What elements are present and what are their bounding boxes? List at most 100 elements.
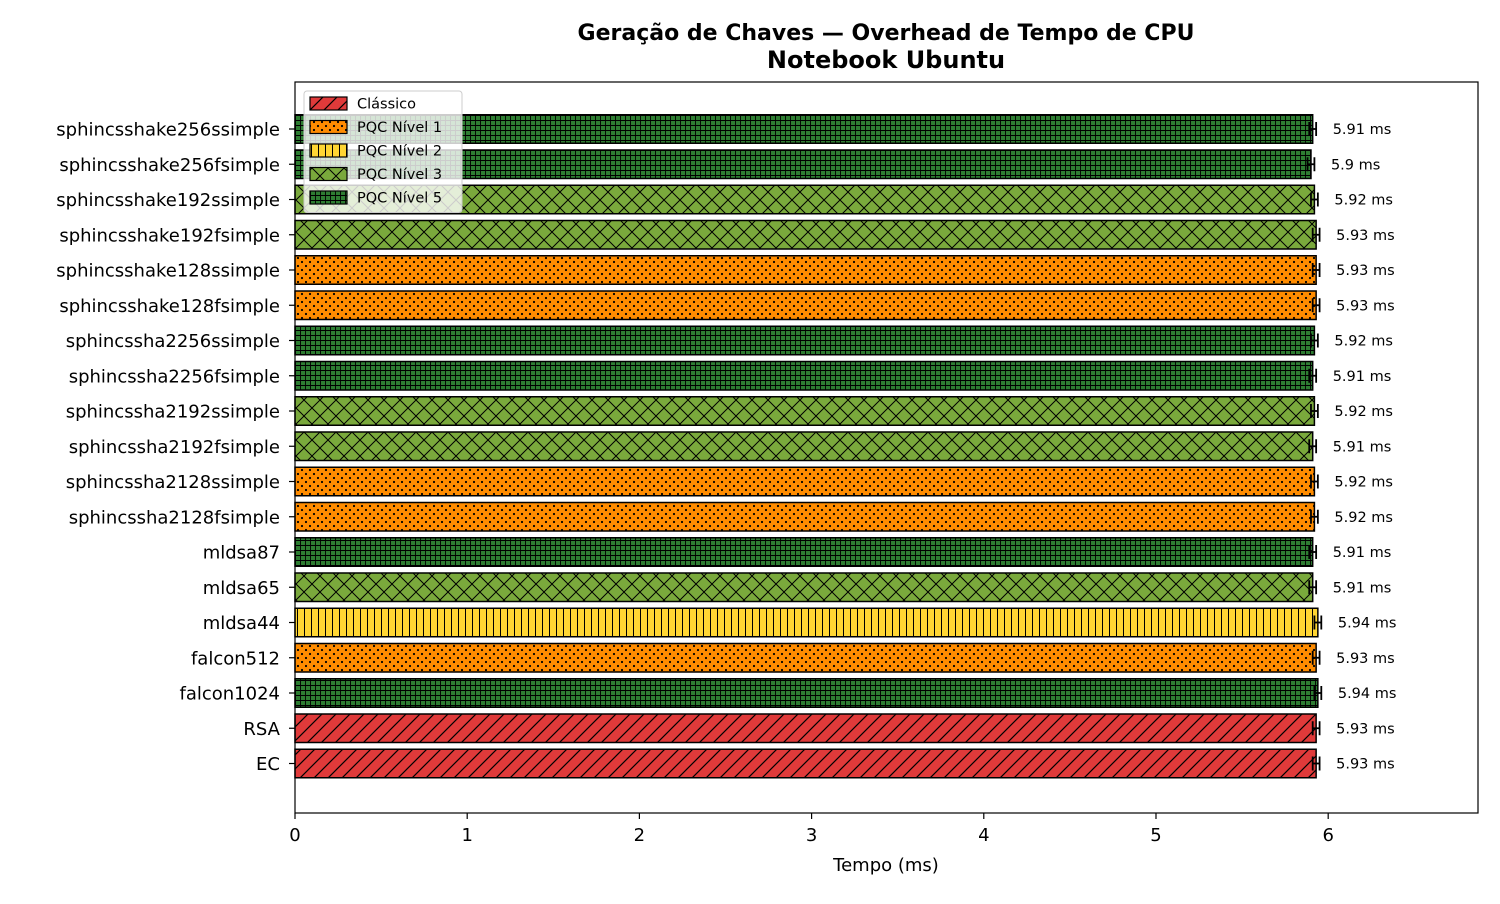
bar [294, 678, 1319, 708]
x-axis-label: Tempo (ms) [832, 855, 939, 876]
category-label: sphincssha2128ssimple [66, 472, 280, 493]
bar-row: 5.91 ms [294, 572, 1392, 603]
value-label: 5.92 ms [1334, 334, 1393, 350]
bar-row: 5.91 ms [294, 431, 1392, 462]
legend-label: Clássico [357, 97, 416, 113]
bars-layer: 5.91 ms 5.9 ms 5.92 ms 5.93 ms 5.93 ms 5.93 m… [294, 114, 1397, 779]
value-label: 5.93 ms [1336, 228, 1395, 244]
value-label: 5.93 ms [1336, 651, 1395, 667]
bar-row: 5.93 ms [294, 748, 1395, 779]
x-tick-label: 3 [806, 825, 817, 846]
category-label: sphincsshake256fsimple [59, 155, 280, 176]
category-label: sphincsshake192ssimple [56, 190, 280, 211]
category-label: sphincsshake192fsimple [59, 225, 280, 246]
bar-row: 5.92 ms [294, 396, 1393, 426]
bar-row: 5.93 ms [294, 290, 1395, 321]
value-label: 5.91 ms [1333, 369, 1392, 385]
value-label: 5.93 ms [1336, 721, 1395, 737]
category-label: mldsa44 [203, 613, 280, 634]
error-bar [1306, 157, 1316, 172]
bar-row: 5.92 ms [294, 184, 1393, 215]
category-label: falcon1024 [180, 684, 281, 705]
legend-item: PQC Nível 3 [309, 166, 442, 183]
bar [294, 431, 1314, 462]
error-bar [1313, 686, 1323, 700]
bar-row: 5.91 ms [294, 537, 1392, 567]
category-label: sphincssha2192fsimple [69, 437, 280, 458]
error-bar [1310, 509, 1319, 524]
x-tick-label: 4 [978, 825, 989, 846]
error-bar [1311, 263, 1321, 277]
error-bar [1310, 404, 1319, 418]
bar [294, 642, 1317, 673]
error-bar [1308, 580, 1318, 595]
error-bar [1311, 298, 1321, 313]
category-label: mldsa87 [203, 543, 280, 564]
value-label: 5.94 ms [1338, 686, 1397, 702]
error-bar [1310, 192, 1319, 207]
error-bar [1311, 227, 1321, 242]
category-label: sphincssha2192ssimple [66, 402, 280, 423]
category-label: EC [256, 754, 280, 775]
error-bar [1311, 650, 1321, 665]
error-bar [1308, 122, 1318, 136]
x-tick-label: 2 [634, 825, 645, 846]
bar [294, 501, 1316, 532]
legend-label: PQC Nível 3 [357, 167, 442, 183]
value-label: 5.91 ms [1333, 545, 1392, 561]
bar-row: 5.94 ms [294, 678, 1397, 708]
legend-swatch [309, 190, 348, 205]
error-bar [1311, 756, 1321, 771]
plot-frame [294, 81, 1479, 814]
legend-label: PQC Nível 1 [357, 120, 442, 136]
bar [294, 537, 1314, 567]
bar [294, 466, 1316, 497]
bar-row: 5.92 ms [294, 466, 1393, 497]
bar [294, 255, 1317, 285]
category-label: RSA [243, 719, 280, 740]
x-tick-label: 6 [1322, 825, 1333, 846]
error-bar [1311, 721, 1321, 736]
bar-row: 5.91 ms [294, 360, 1392, 391]
value-label: 5.93 ms [1336, 298, 1395, 314]
x-tick-label: 1 [461, 825, 472, 846]
legend-swatch [309, 119, 348, 135]
legend-item: PQC Nível 2 [309, 143, 442, 160]
value-label: 5.93 ms [1336, 757, 1395, 773]
axes-layer: sphincsshake256ssimple sphincsshake256fsi… [56, 81, 1479, 846]
value-label: 5.94 ms [1338, 616, 1397, 632]
value-label: 5.92 ms [1334, 475, 1393, 491]
value-label: 5.9 ms [1331, 157, 1380, 173]
bar [294, 219, 1317, 250]
legend-swatch [309, 96, 348, 111]
bar-row: 5.92 ms [294, 501, 1393, 532]
bar-row: 5.93 ms [294, 219, 1395, 250]
legend-item: PQC Nível 5 [309, 190, 442, 207]
value-label: 5.91 ms [1333, 580, 1392, 596]
bar [294, 713, 1317, 744]
category-label: sphincssha2256fsimple [69, 366, 280, 387]
category-label: sphincssha2128fsimple [69, 507, 280, 528]
value-label: 5.91 ms [1333, 122, 1392, 138]
bar-row: 5.93 ms [294, 713, 1395, 744]
bar [294, 396, 1316, 426]
category-label: falcon512 [191, 648, 280, 669]
error-bar [1313, 615, 1323, 630]
bar [294, 607, 1319, 638]
category-label: sphincsshake128ssimple [56, 261, 280, 282]
chart-subtitle: Notebook Ubuntu [767, 46, 1005, 74]
legend-swatch [309, 166, 348, 182]
bar [294, 748, 1317, 779]
value-label: 5.91 ms [1333, 439, 1392, 455]
category-label: mldsa65 [203, 578, 280, 599]
legend-swatch [309, 143, 348, 158]
bar [294, 572, 1314, 603]
value-label: 5.92 ms [1334, 193, 1393, 209]
value-label: 5.93 ms [1336, 263, 1395, 279]
chart-legend: Clássico PQC Nível 1 PQC Nível 2 PQC Nível … [303, 90, 463, 213]
error-bar [1308, 545, 1318, 559]
bar [294, 325, 1316, 356]
value-label: 5.92 ms [1334, 510, 1393, 526]
